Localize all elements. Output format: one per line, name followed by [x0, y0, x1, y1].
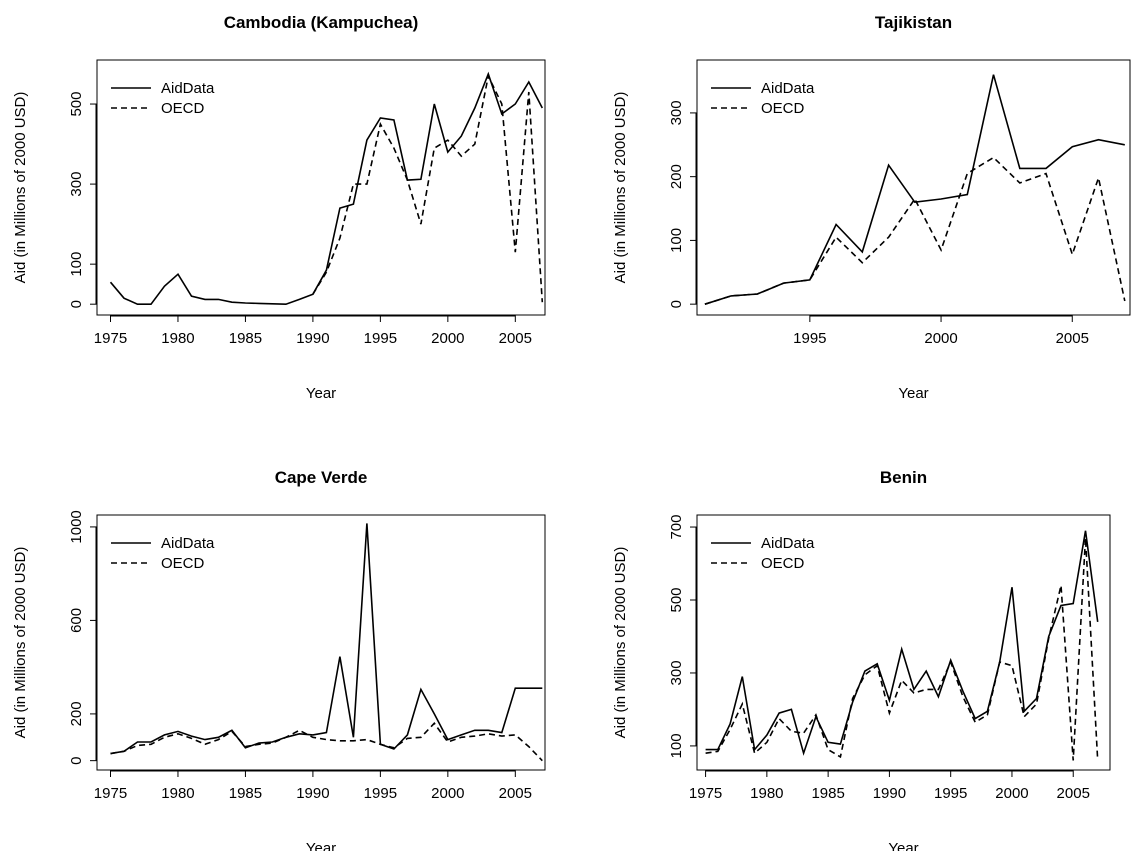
x-tick-label: 2000 — [924, 330, 957, 347]
y-tick-label: 500 — [668, 587, 685, 612]
x-axis-label: Year — [306, 840, 336, 851]
data-line — [110, 523, 543, 755]
x-tick-label: 1995 — [793, 330, 826, 347]
chart-title: Cape Verde — [275, 468, 368, 487]
data-line — [704, 156, 1126, 305]
x-axis-label: Year — [888, 840, 918, 851]
plot-frame — [96, 514, 546, 771]
x-tick-label: 2005 — [1057, 785, 1090, 802]
y-tick-label: 100 — [668, 228, 685, 253]
legend-label: OECD — [761, 555, 805, 572]
plot-frame — [96, 59, 546, 316]
y-tick-label: 300 — [668, 100, 685, 125]
x-tick-label: 1990 — [873, 785, 906, 802]
data-line — [109, 71, 544, 306]
x-tick-label: 1985 — [811, 785, 844, 802]
y-tick-label: 300 — [668, 660, 685, 685]
y-axis-label: Aid (in Millions of 2000 USD) — [612, 547, 629, 739]
x-axis-label: Year — [306, 385, 336, 402]
x-tick-label: 2005 — [1056, 330, 1089, 347]
x-tick-label: 2000 — [995, 785, 1028, 802]
x-tick-label: 1995 — [364, 330, 397, 347]
x-axis-label: Year — [898, 385, 928, 402]
y-tick-label: 0 — [668, 300, 685, 308]
x-tick-label: 1995 — [364, 785, 397, 802]
legend-label: OECD — [161, 555, 205, 572]
chart-title: Cambodia (Kampuchea) — [224, 13, 419, 32]
chart-title: Benin — [880, 468, 927, 487]
plot-frame — [696, 514, 1111, 771]
y-tick-label: 0 — [68, 300, 85, 308]
x-tick-label: 1975 — [689, 785, 722, 802]
data-line — [110, 722, 543, 762]
y-tick-label: 300 — [68, 172, 85, 197]
y-tick-label: 1000 — [68, 510, 85, 543]
y-axis-label: Aid (in Millions of 2000 USD) — [612, 92, 629, 284]
y-tick-label: 600 — [68, 608, 85, 633]
x-tick-label: 2005 — [499, 330, 532, 347]
y-tick-label: 100 — [668, 733, 685, 758]
legend-label: AidData — [161, 535, 215, 552]
y-tick-label: 700 — [668, 515, 685, 540]
legend-label: OECD — [161, 100, 205, 117]
y-tick-label: 200 — [668, 164, 685, 189]
x-tick-label: 2005 — [499, 785, 532, 802]
x-tick-label: 1985 — [229, 785, 262, 802]
y-tick-label: 200 — [68, 701, 85, 726]
x-tick-label: 1975 — [94, 330, 127, 347]
legend-label: OECD — [761, 100, 805, 117]
y-tick-label: 0 — [68, 756, 85, 764]
x-tick-label: 1980 — [161, 785, 194, 802]
x-tick-label: 1990 — [296, 785, 329, 802]
x-tick-label: 1995 — [934, 785, 967, 802]
data-line — [705, 530, 1099, 756]
chart-title: Tajikistan — [875, 13, 952, 32]
x-tick-label: 1980 — [161, 330, 194, 347]
x-tick-label: 1975 — [94, 785, 127, 802]
legend-label: AidData — [761, 535, 815, 552]
x-tick-label: 2000 — [431, 785, 464, 802]
y-axis-label: Aid (in Millions of 2000 USD) — [12, 547, 29, 739]
y-axis-label: Aid (in Millions of 2000 USD) — [12, 92, 29, 284]
x-tick-label: 1980 — [750, 785, 783, 802]
x-tick-label: 1990 — [296, 330, 329, 347]
x-tick-label: 2000 — [431, 330, 464, 347]
y-tick-label: 500 — [68, 92, 85, 117]
data-line — [312, 73, 544, 303]
data-line — [705, 537, 1099, 761]
y-tick-label: 100 — [68, 252, 85, 277]
legend-label: AidData — [761, 80, 815, 97]
legend-label: AidData — [161, 80, 215, 97]
plot-frame — [696, 59, 1131, 316]
x-tick-label: 1985 — [229, 330, 262, 347]
